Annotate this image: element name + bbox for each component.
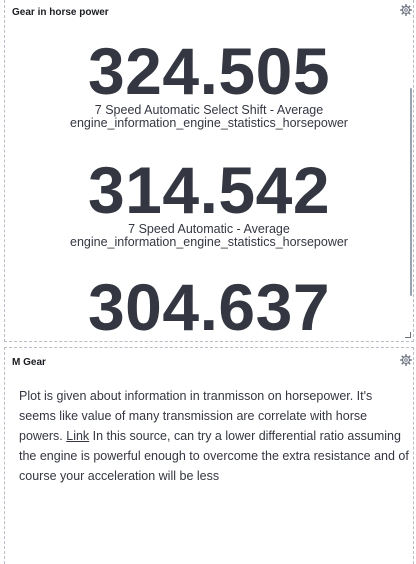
resize-handle[interactable] bbox=[405, 332, 411, 338]
markdown-text-after-link: In this source, can try a lower differen… bbox=[19, 429, 409, 483]
metric-value: 314.542 bbox=[87, 153, 331, 227]
metric-label: engine_information_engine_statistics_hor… bbox=[70, 116, 348, 130]
markdown-text: Plot is given about information in tranm… bbox=[19, 386, 409, 486]
source-link[interactable]: Link bbox=[66, 429, 90, 443]
panel-title: Gear in horse power bbox=[12, 7, 109, 18]
metric-label: 7 Speed Automatic Select Shift - Average bbox=[94, 103, 324, 117]
metric-label: 7 Speed Automatic - Average bbox=[128, 222, 290, 236]
gear-icon[interactable] bbox=[400, 4, 412, 16]
metric-value: 304.637 bbox=[87, 270, 331, 342]
scrollbar[interactable] bbox=[410, 88, 412, 296]
metric-item: 314.542 7 Speed Automatic - Average engi… bbox=[5, 157, 413, 249]
metric-panel: Gear in horse power 324.505 7 Speed Auto… bbox=[4, 0, 414, 342]
markdown-panel: M Gear Plot is given about information i… bbox=[4, 347, 414, 564]
metric-label: engine_information_engine_statistics_hor… bbox=[70, 235, 348, 249]
panel-title: M Gear bbox=[12, 357, 46, 368]
metric-item: 304.637 bbox=[5, 274, 413, 340]
gear-icon[interactable] bbox=[400, 354, 412, 366]
metric-item: 324.505 7 Speed Automatic Select Shift -… bbox=[5, 38, 413, 130]
markdown-text-before-link: Plot is given about information in tranm… bbox=[19, 389, 373, 443]
metric-value: 324.505 bbox=[87, 34, 331, 108]
